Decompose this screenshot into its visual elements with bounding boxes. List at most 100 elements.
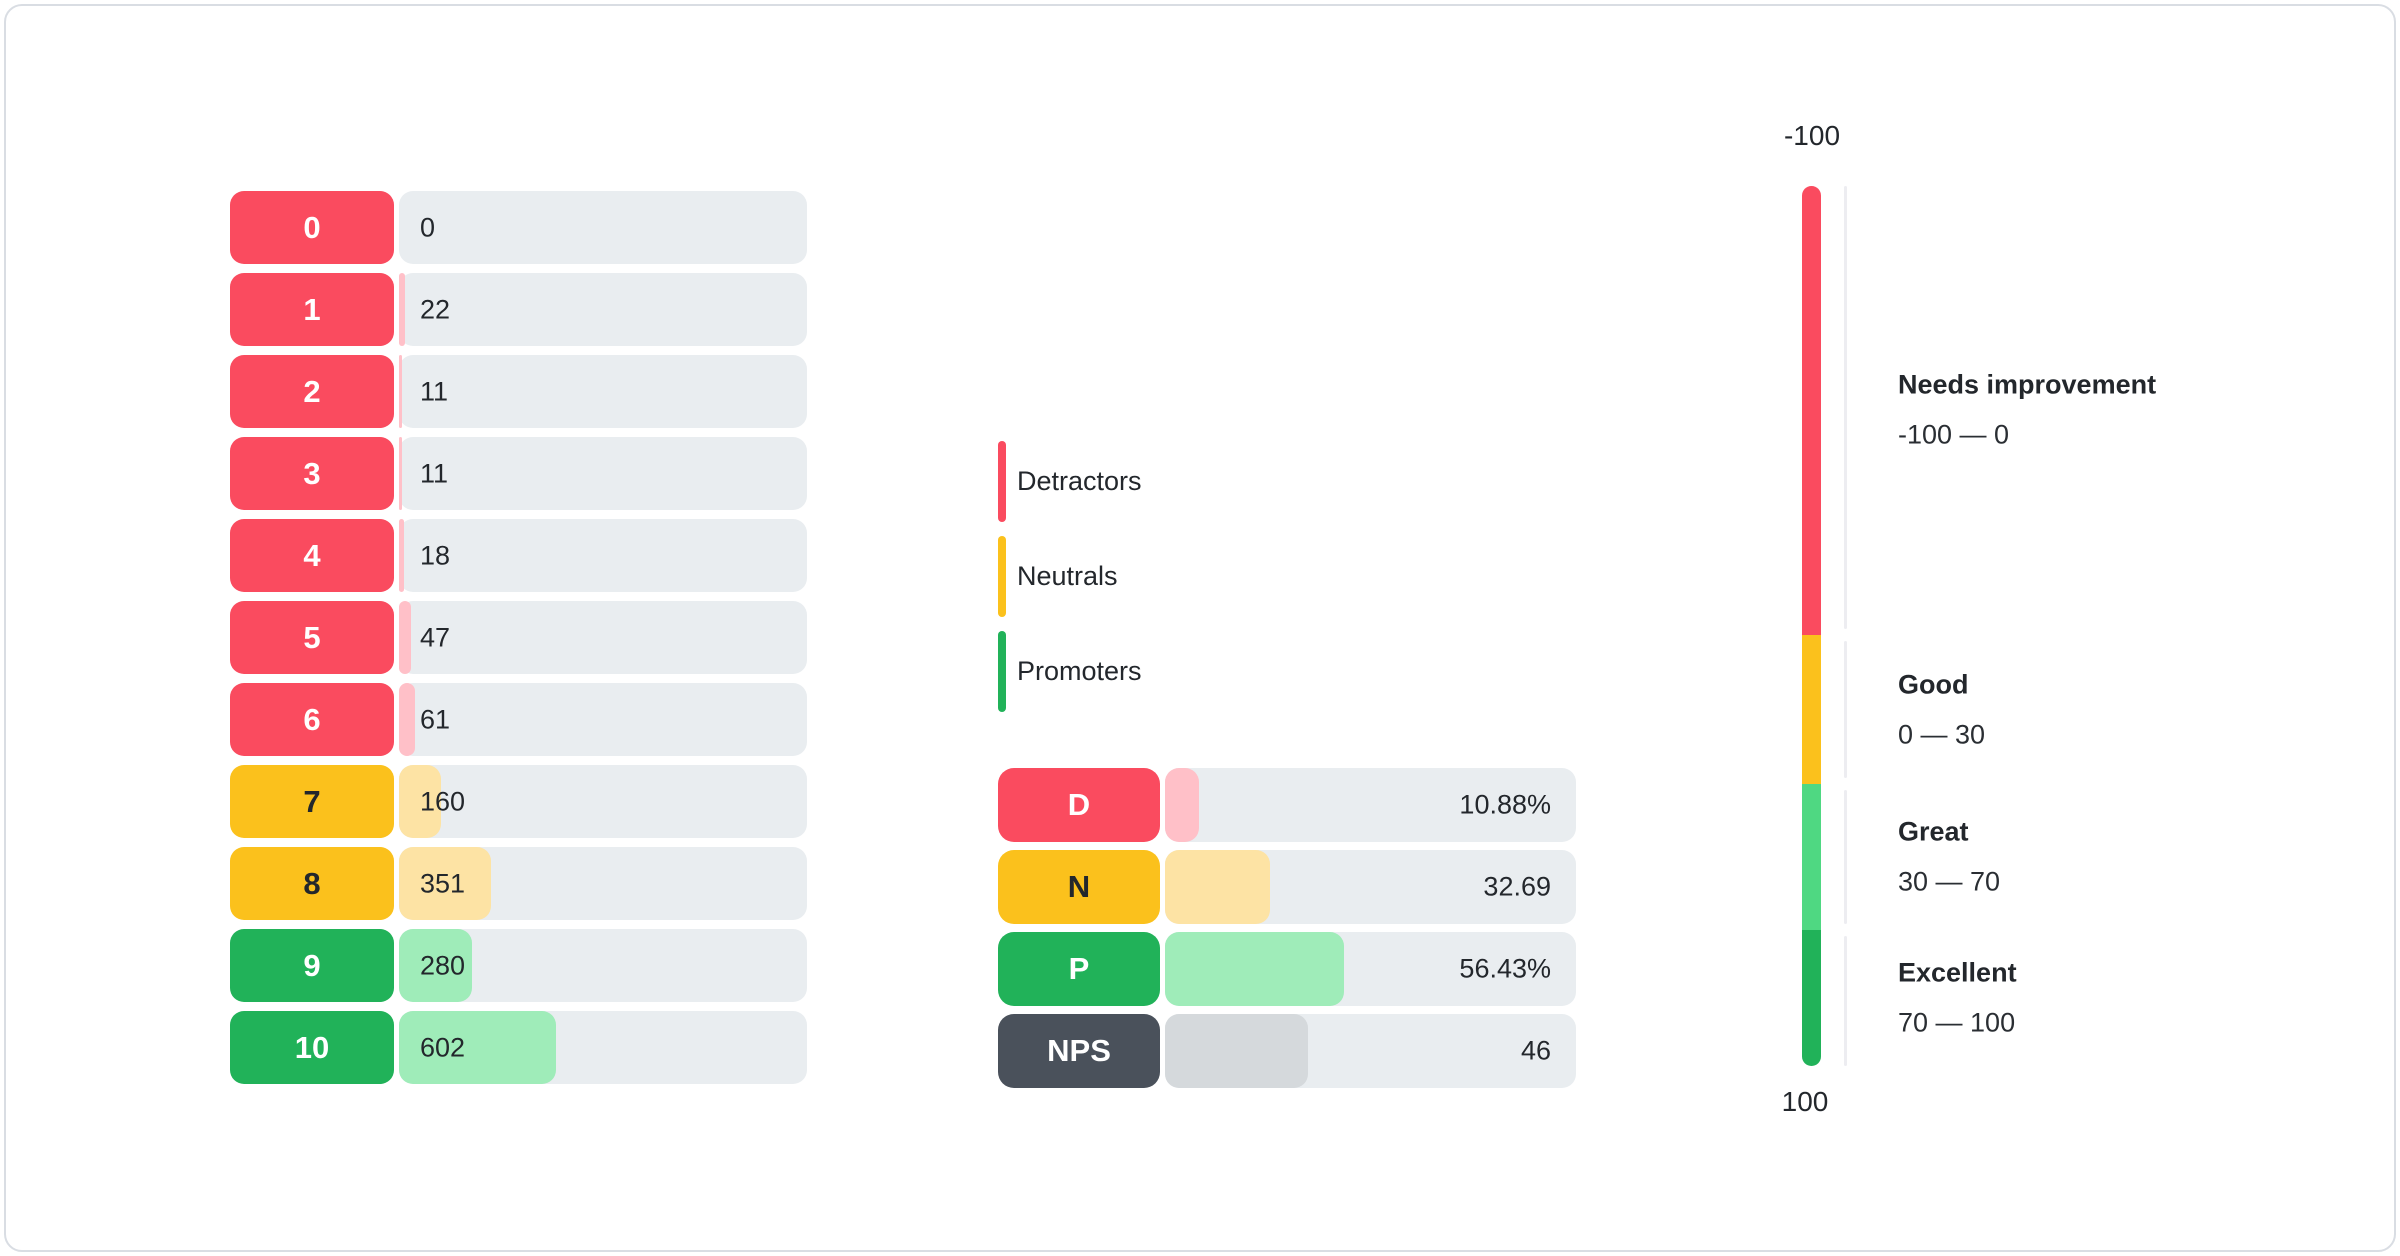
summary-chip: NPS (998, 1014, 1160, 1088)
summary-bar (1165, 850, 1270, 924)
distribution-row: 6 61 (230, 683, 807, 756)
score-distribution-chart: 0 0 1 22 2 11 3 11 4 18 5 (230, 191, 807, 1093)
distribution-row: 4 18 (230, 519, 807, 592)
distribution-bar (399, 1011, 557, 1084)
distribution-row: 7 160 (230, 765, 807, 838)
chart-legend: Detractors Neutrals Promoters (998, 441, 1142, 726)
distribution-bar (399, 355, 402, 428)
score-chip: 4 (230, 519, 394, 592)
gauge-segment-detractor (1802, 186, 1821, 635)
distribution-track: 22 (399, 273, 807, 346)
summary-row: N 32.69 (998, 850, 1576, 924)
gauge-zone-title: Excellent (1898, 957, 2017, 988)
summary-value: 46 (1520, 1035, 1551, 1066)
distribution-bar (399, 929, 473, 1002)
distribution-bar (399, 765, 441, 838)
gauge-segment-promoter (1802, 929, 1821, 1066)
gauge-zone-range: 30 — 70 (1898, 866, 2001, 897)
legend-label: Detractors (1017, 466, 1142, 496)
gauge-zone-range: 70 — 100 (1898, 1007, 2016, 1038)
distribution-count: 602 (420, 1032, 466, 1062)
gauge-zone-label: Good 0 — 30 (1898, 669, 2358, 750)
distribution-row: 9 280 (230, 929, 807, 1002)
distribution-track: 280 (399, 929, 807, 1002)
distribution-count: 22 (420, 294, 451, 324)
gauge-axis-segment (1844, 186, 1847, 629)
distribution-bar (399, 683, 415, 756)
distribution-row: 1 22 (230, 273, 807, 346)
distribution-row: 10 602 (230, 1011, 807, 1084)
distribution-bar (399, 847, 491, 920)
distribution-count: 351 (420, 868, 466, 898)
distribution-bar (399, 519, 404, 592)
summary-bar (1165, 1014, 1309, 1088)
score-chip: 0 (230, 191, 394, 264)
summary-track: 56.43% (1165, 932, 1576, 1006)
distribution-track: 0 (399, 191, 807, 264)
distribution-row: 8 351 (230, 847, 807, 920)
score-chip: 9 (230, 929, 394, 1002)
summary-value: 32.69 (1483, 871, 1551, 902)
distribution-bar (399, 273, 405, 346)
summary-bar (1165, 768, 1199, 842)
score-chip: 6 (230, 683, 394, 756)
gauge-axis-segment (1844, 640, 1847, 779)
distribution-count: 61 (420, 704, 451, 734)
gauge-segment-great (1802, 784, 1821, 930)
distribution-track: 18 (399, 519, 807, 592)
summary-row: NPS 46 (998, 1014, 1576, 1088)
distribution-bar (399, 601, 412, 674)
gauge-zone-title: Needs improvement (1898, 369, 2157, 400)
summary-bar (1165, 932, 1344, 1006)
distribution-count: 18 (420, 540, 451, 570)
score-chip: 10 (230, 1011, 394, 1084)
gauge-axis-segment (1844, 935, 1847, 1066)
distribution-row: 2 11 (230, 355, 807, 428)
legend-label: Neutrals (1017, 561, 1118, 591)
score-chip: 2 (230, 355, 394, 428)
score-chip: 3 (230, 437, 394, 510)
summary-track: 46 (1165, 1014, 1576, 1088)
distribution-row: 5 47 (230, 601, 807, 674)
summary-track: 10.88% (1165, 768, 1576, 842)
distribution-track: 11 (399, 437, 807, 510)
legend-color-tick-icon (998, 631, 1006, 712)
distribution-count: 280 (420, 950, 466, 980)
distribution-count: 11 (420, 458, 449, 488)
gauge-zone-title: Great (1898, 816, 1969, 847)
nps-summary-chart: D 10.88% N 32.69 P 56.43% NPS 46 (998, 768, 1576, 1096)
distribution-row: 3 11 (230, 437, 807, 510)
distribution-bar (399, 437, 402, 510)
distribution-track: 160 (399, 765, 807, 838)
distribution-row: 0 0 (230, 191, 807, 264)
summary-track: 32.69 (1165, 850, 1576, 924)
score-chip: 7 (230, 765, 394, 838)
distribution-count: 47 (420, 622, 451, 652)
distribution-track: 602 (399, 1011, 807, 1084)
gauge-bar (1802, 186, 1821, 1066)
gauge-axis-segment (1844, 790, 1847, 924)
legend-label: Promoters (1017, 656, 1142, 686)
legend-item[interactable]: Promoters (998, 631, 1142, 712)
gauge-zone-label: Excellent 70 — 100 (1898, 957, 2358, 1038)
gauge-segment-neutral (1802, 634, 1821, 785)
distribution-count: 0 (420, 212, 436, 242)
gauge-top-tick-label: -100 (1783, 120, 1841, 151)
distribution-count: 160 (420, 786, 466, 816)
gauge-zone-range: -100 — 0 (1898, 419, 2010, 450)
summary-chip: N (998, 850, 1160, 924)
score-chip: 5 (230, 601, 394, 674)
summary-row: P 56.43% (998, 932, 1576, 1006)
legend-item[interactable]: Detractors (998, 441, 1142, 522)
gauge-bottom-tick-label: 100 (1781, 1086, 1829, 1117)
legend-color-tick-icon (998, 536, 1006, 617)
legend-item[interactable]: Neutrals (998, 536, 1142, 617)
distribution-track: 61 (399, 683, 807, 756)
summary-row: D 10.88% (998, 768, 1576, 842)
summary-value: 10.88% (1459, 789, 1551, 820)
score-chip: 8 (230, 847, 394, 920)
distribution-track: 47 (399, 601, 807, 674)
distribution-count: 11 (420, 376, 449, 406)
distribution-track: 351 (399, 847, 807, 920)
